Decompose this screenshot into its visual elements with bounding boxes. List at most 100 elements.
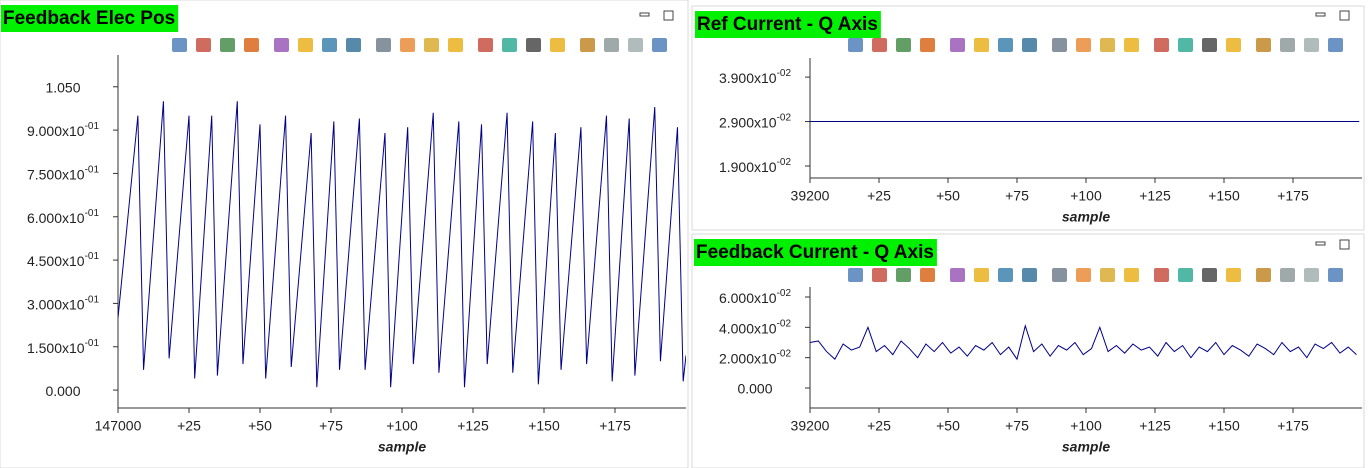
toolbar-button[interactable]	[974, 38, 989, 52]
y-tick-label: 1.500x10-01	[27, 337, 100, 355]
toolbar-button[interactable]	[628, 38, 643, 52]
toolbar-button[interactable]	[550, 38, 565, 52]
toolbar-button[interactable]	[1154, 38, 1169, 52]
x-tick-label: +150	[1208, 188, 1240, 204]
toolbar-button[interactable]	[920, 38, 935, 52]
toolbar-button[interactable]	[400, 38, 415, 52]
toolbar-button[interactable]	[172, 38, 187, 52]
toolbar-button[interactable]	[950, 268, 965, 282]
toolbar-button[interactable]	[478, 38, 493, 52]
panel	[0, 0, 689, 468]
toolbar-button[interactable]	[1022, 38, 1037, 52]
toolbar-button[interactable]	[896, 268, 911, 282]
toolbar-button[interactable]	[974, 268, 989, 282]
x-tick-label: +150	[528, 418, 560, 434]
toolbar-button[interactable]	[1256, 268, 1271, 282]
toolbar-button[interactable]	[998, 268, 1013, 282]
x-tick-label: +150	[1208, 418, 1240, 434]
title-background	[694, 239, 937, 266]
x-axis-label: sample	[1062, 209, 1110, 225]
toolbar-button[interactable]	[1256, 38, 1271, 52]
x-tick-label: +175	[599, 418, 631, 434]
minimize-button[interactable]	[1315, 241, 1326, 246]
toolbar-button[interactable]	[1178, 38, 1193, 52]
toolbar-button[interactable]	[1280, 38, 1295, 52]
toolbar-button[interactable]	[652, 38, 667, 52]
x-tick-label: +100	[386, 418, 418, 434]
toolbar-button[interactable]	[1304, 268, 1319, 282]
y-tick-label: 7.500x10-01	[27, 164, 100, 182]
toolbar-button[interactable]	[1280, 268, 1295, 282]
maximize-button[interactable]	[663, 10, 674, 21]
toolbar-button[interactable]	[920, 268, 935, 282]
toolbar-button[interactable]	[424, 38, 439, 52]
maximize-button[interactable]	[1339, 239, 1350, 250]
x-tick-label: +175	[1277, 418, 1309, 434]
toolbar-button[interactable]	[1328, 268, 1343, 282]
y-tick-label: 0.000	[737, 381, 772, 397]
toolbar-button[interactable]	[1100, 38, 1115, 52]
toolbar-button[interactable]	[502, 38, 517, 52]
toolbar-button[interactable]	[950, 38, 965, 52]
toolbar-button[interactable]	[1022, 268, 1037, 282]
toolbar-button[interactable]	[1052, 268, 1067, 282]
title-background	[695, 11, 881, 38]
y-tick-label: 4.500x10-01	[27, 251, 100, 269]
toolbar-button[interactable]	[274, 38, 289, 52]
toolbar-button[interactable]	[346, 38, 361, 52]
y-tick-label: 3.900x10-02	[719, 68, 792, 86]
toolbar-button[interactable]	[298, 38, 313, 52]
toolbar-button[interactable]	[1124, 268, 1139, 282]
y-tick-label: 2.000x10-02	[719, 348, 792, 366]
x-tick-label: +50	[248, 418, 272, 434]
toolbar-button[interactable]	[896, 38, 911, 52]
toolbar-button[interactable]	[872, 268, 887, 282]
toolbar-button[interactable]	[220, 38, 235, 52]
toolbar-button[interactable]	[244, 38, 259, 52]
toolbar-button[interactable]	[1178, 268, 1193, 282]
toolbar-button[interactable]	[1052, 38, 1067, 52]
title-background	[1, 5, 179, 32]
toolbar-button[interactable]	[1202, 268, 1217, 282]
x-tick-label: +125	[457, 418, 489, 434]
toolbar-button[interactable]	[1226, 38, 1241, 52]
data-line	[118, 101, 686, 388]
x-tick-label: +100	[1070, 418, 1102, 434]
toolbar-button[interactable]	[1100, 268, 1115, 282]
toolbar-button[interactable]	[604, 38, 619, 52]
toolbar-button[interactable]	[448, 38, 463, 52]
toolbar-button[interactable]	[322, 38, 337, 52]
toolbar-button[interactable]	[1226, 268, 1241, 282]
toolbar-button[interactable]	[1076, 38, 1091, 52]
toolbar-button[interactable]	[848, 38, 863, 52]
toolbar-button[interactable]	[1124, 38, 1139, 52]
y-tick-label: 3.000x10-01	[27, 294, 100, 312]
toolbar-button[interactable]	[998, 38, 1013, 52]
x-tick-label: +50	[936, 418, 960, 434]
toolbar-button[interactable]	[376, 38, 391, 52]
x-tick-label: 39200	[791, 188, 830, 204]
toolbar-button[interactable]	[1328, 38, 1343, 52]
toolbar-button[interactable]	[580, 38, 595, 52]
panel-title: Feedback Current - Q Axis	[696, 242, 934, 263]
x-tick-label: +75	[319, 418, 343, 434]
toolbar-button[interactable]	[872, 38, 887, 52]
toolbar-button[interactable]	[1202, 38, 1217, 52]
y-tick-label: 6.000x10-01	[27, 207, 100, 225]
minimize-button[interactable]	[639, 12, 650, 17]
y-tick-label: 6.000x10-02	[719, 288, 792, 306]
x-tick-label: +125	[1139, 418, 1171, 434]
x-tick-label: +75	[1005, 418, 1029, 434]
x-tick-label: +25	[867, 188, 891, 204]
panel-title: Ref Current - Q Axis	[697, 14, 878, 35]
maximize-button[interactable]	[1339, 10, 1350, 21]
toolbar-button[interactable]	[526, 38, 541, 52]
minimize-button[interactable]	[1315, 12, 1326, 17]
toolbar-button[interactable]	[1076, 268, 1091, 282]
toolbar-button[interactable]	[848, 268, 863, 282]
toolbar-button[interactable]	[1154, 268, 1169, 282]
y-tick-label: 9.000x10-01	[27, 121, 100, 139]
x-tick-label: +125	[1139, 188, 1171, 204]
toolbar-button[interactable]	[1304, 38, 1319, 52]
toolbar-button[interactable]	[196, 38, 211, 52]
